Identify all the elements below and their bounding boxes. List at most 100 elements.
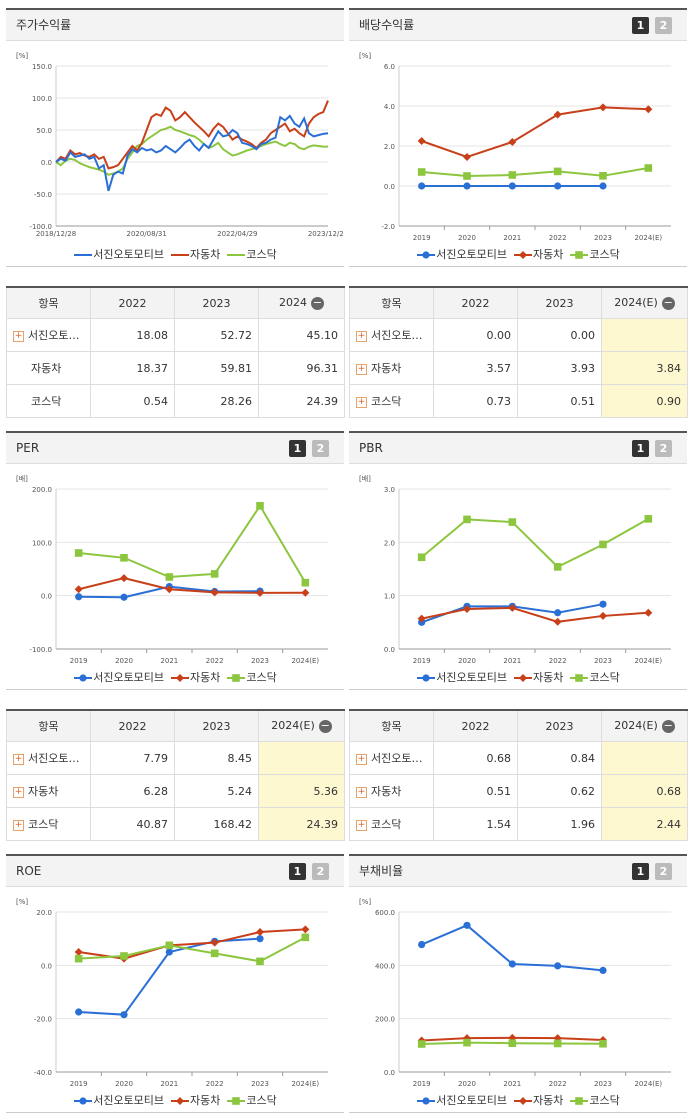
data-point: [508, 138, 517, 146]
row-label-cell: 코스닥: [6, 384, 91, 418]
table-row: + 자동차 3.57 3.93 3.84: [349, 351, 688, 385]
table-row: 코스닥 0.54 28.26 24.39: [6, 384, 345, 418]
row-label-cell: + 서진오토…: [349, 318, 434, 352]
legend-item[interactable]: 자동차: [513, 1092, 563, 1108]
row-label: 서진오토…: [371, 329, 423, 342]
legend-item[interactable]: 코스닥: [569, 669, 620, 685]
tab-2-button[interactable]: 2: [312, 440, 329, 457]
legend-item[interactable]: 자동차: [170, 1092, 220, 1108]
series-line: [421, 517, 649, 569]
legend-swatch: [514, 674, 533, 682]
table-row: + 코스닥 40.87 168.42 24.39: [6, 807, 345, 841]
legend-item[interactable]: 자동차: [170, 246, 220, 262]
x-tick-label: 2023: [251, 1080, 269, 1088]
data-point: [463, 605, 471, 613]
legend-item[interactable]: 코스닥: [226, 1092, 277, 1108]
y-tick-label: 2.0: [384, 539, 395, 547]
legend-item[interactable]: 코스닥: [569, 1092, 620, 1108]
tab-1-button[interactable]: 1: [632, 17, 649, 34]
value-cell: [601, 741, 688, 775]
legend-item[interactable]: 서진오토모티브: [416, 669, 507, 685]
y-tick-label: 3.0: [384, 486, 395, 494]
legend-item[interactable]: 서진오토모티브: [416, 1092, 507, 1108]
tab-2-button[interactable]: 2: [655, 863, 672, 880]
value-cell: 0.00: [517, 318, 602, 352]
tab-1-button[interactable]: 1: [289, 440, 306, 457]
legend-swatch: [514, 251, 533, 259]
expand-plus-icon[interactable]: +: [356, 786, 367, 798]
panel-title: PER: [16, 441, 40, 455]
value-cell: 0.90: [601, 384, 688, 418]
tab-2-button[interactable]: 2: [655, 440, 672, 457]
data-point: [75, 1008, 83, 1016]
series-line: [78, 928, 306, 960]
expand-plus-icon[interactable]: +: [13, 819, 24, 831]
data-point: [417, 1040, 426, 1048]
row-label: 자동차: [31, 362, 62, 375]
legend-swatch: [227, 254, 246, 256]
x-tick-label: 2022: [549, 1080, 567, 1088]
tab-1-button[interactable]: 1: [632, 440, 649, 457]
data-point: [508, 1039, 517, 1047]
legend-item[interactable]: 자동차: [170, 669, 220, 685]
legend-label: 자동차: [190, 671, 221, 684]
legend-marker: [176, 1097, 185, 1105]
legend-item[interactable]: 서진오토모티브: [73, 246, 164, 262]
legend-item[interactable]: 코스닥: [569, 246, 620, 262]
row-label: 자동차: [371, 785, 402, 798]
expand-plus-icon[interactable]: +: [13, 330, 24, 342]
value-cell: 5.36: [258, 774, 345, 808]
row-label: 코스닥: [371, 395, 402, 408]
y-tick-label: 400.0: [375, 962, 395, 970]
series-line: [78, 503, 307, 584]
data-point: [463, 921, 471, 929]
data-point: [599, 172, 607, 180]
y-tick-label: -40.0: [34, 1069, 52, 1077]
expand-plus-icon[interactable]: +: [356, 330, 367, 342]
legend-label: 코스닥: [589, 1094, 620, 1107]
tab-1-button[interactable]: 1: [289, 863, 306, 880]
legend-item[interactable]: 서진오토모티브: [73, 669, 164, 685]
tab-2-button[interactable]: 2: [655, 17, 672, 34]
data-point: [120, 574, 128, 583]
chart-area: [%] 600.0 400.0 200.0 0.0 2019 2020 2021 2022 202…: [349, 887, 687, 1113]
x-tick-label: 2020: [115, 657, 133, 665]
row-label: 코스닥: [28, 818, 59, 831]
legend-item[interactable]: 자동차: [513, 669, 563, 685]
y-tick-label: 100.0: [32, 95, 52, 103]
expand-plus-icon[interactable]: +: [356, 363, 367, 375]
tab-1-button[interactable]: 1: [632, 863, 649, 880]
stock-return-panel: 주가수익률 [%] 150.0 100.0 50.0 0.0 -50.0 -100.0 201…: [6, 8, 344, 267]
data-point: [165, 573, 174, 581]
value-cell: 45.10: [258, 318, 345, 352]
unit-label: [배]: [359, 474, 371, 483]
legend-item[interactable]: 자동차: [513, 246, 563, 262]
legend-item[interactable]: 서진오토모티브: [73, 1092, 164, 1108]
data-point: [508, 171, 517, 179]
expand-plus-icon[interactable]: +: [13, 786, 24, 798]
legend-label: 자동차: [533, 671, 564, 684]
x-tick-label: 2023: [594, 234, 612, 242]
legend-item[interactable]: 코스닥: [226, 669, 277, 685]
dividend-yield-table: 항목 2022 2023 2024(E) − + 서진오토… 0.00 0.00 + 자동차 3.57…: [349, 286, 688, 418]
data-point: [210, 570, 219, 578]
expand-plus-icon[interactable]: +: [356, 396, 367, 408]
x-tick-label: 2024(E): [291, 1080, 319, 1088]
collapse-icon[interactable]: −: [311, 295, 324, 310]
collapse-icon[interactable]: −: [318, 718, 332, 733]
expand-plus-icon[interactable]: +: [356, 753, 367, 765]
y-tick-label: 150.0: [32, 63, 52, 71]
y-tick-label: 0.0: [41, 159, 52, 167]
value-cell: 8.45: [174, 741, 259, 775]
expand-plus-icon[interactable]: +: [356, 819, 367, 831]
collapse-icon[interactable]: −: [661, 718, 675, 733]
collapse-icon[interactable]: −: [661, 295, 675, 310]
tab-2-button[interactable]: 2: [312, 863, 329, 880]
legend-item[interactable]: 서진오토모티브: [416, 246, 507, 262]
unit-label: [%]: [16, 898, 28, 906]
table-row: + 자동차 0.51 0.62 0.68: [349, 774, 688, 808]
y-tick-label: 0.0: [384, 1069, 395, 1077]
value-cell: 52.72: [174, 318, 259, 352]
legend-item[interactable]: 코스닥: [226, 246, 277, 262]
expand-plus-icon[interactable]: +: [13, 753, 24, 765]
